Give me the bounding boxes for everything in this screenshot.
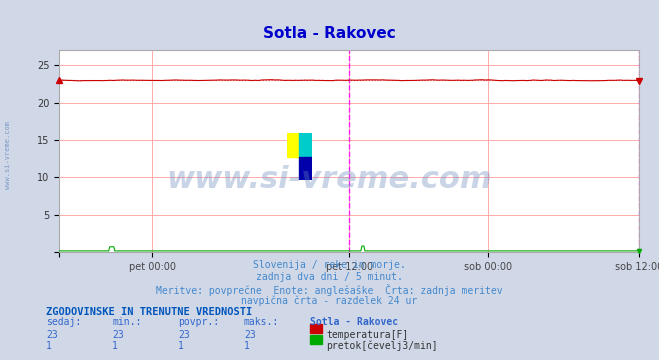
Bar: [310, 335, 322, 344]
Text: Sotla - Rakovec: Sotla - Rakovec: [310, 317, 398, 327]
Text: ZGODOVINSKE IN TRENUTNE VREDNOSTI: ZGODOVINSKE IN TRENUTNE VREDNOSTI: [46, 307, 252, 317]
Text: 1: 1: [244, 341, 250, 351]
Text: sedaj:: sedaj:: [46, 317, 81, 327]
Text: Sotla - Rakovec: Sotla - Rakovec: [263, 26, 396, 41]
Text: 1: 1: [178, 341, 184, 351]
Bar: [299, 133, 312, 157]
Text: 23: 23: [112, 330, 124, 340]
Text: Meritve: povprečne  Enote: anglešaške  Črta: zadnja meritev: Meritve: povprečne Enote: anglešaške Črt…: [156, 284, 503, 296]
Text: www.si-vreme.com: www.si-vreme.com: [167, 166, 492, 194]
Text: maks.:: maks.:: [244, 317, 279, 327]
Text: Slovenija / reke in morje.: Slovenija / reke in morje.: [253, 260, 406, 270]
Text: min.:: min.:: [112, 317, 142, 327]
Text: povpr.:: povpr.:: [178, 317, 219, 327]
Text: 23: 23: [46, 330, 58, 340]
Bar: [310, 324, 322, 333]
Text: zadnja dva dni / 5 minut.: zadnja dva dni / 5 minut.: [256, 272, 403, 282]
Text: pretok[čevelj3/min]: pretok[čevelj3/min]: [326, 341, 438, 351]
Text: 23: 23: [244, 330, 256, 340]
Text: 1: 1: [112, 341, 118, 351]
Text: navpična črta - razdelek 24 ur: navpična črta - razdelek 24 ur: [241, 296, 418, 306]
Text: 1: 1: [46, 341, 52, 351]
Text: 23: 23: [178, 330, 190, 340]
Bar: [287, 133, 299, 157]
Bar: [299, 157, 312, 180]
Text: temperatura[F]: temperatura[F]: [326, 330, 409, 340]
Text: www.si-vreme.com: www.si-vreme.com: [5, 121, 11, 189]
